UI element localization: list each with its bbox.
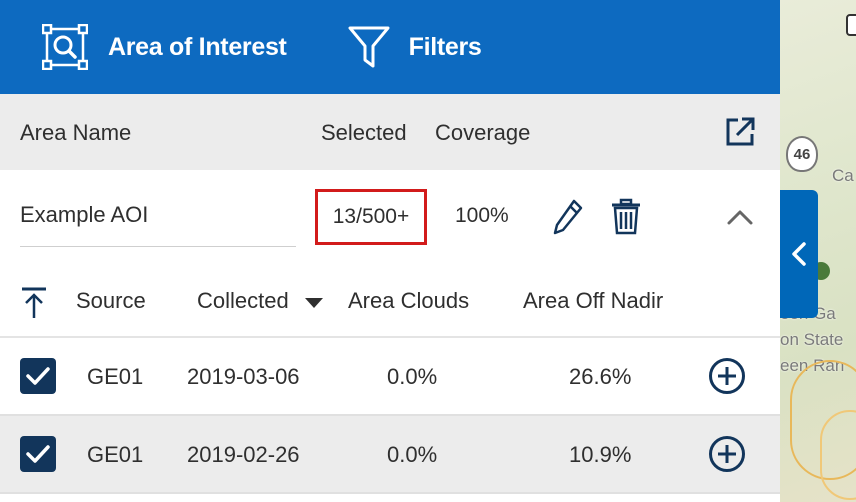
- column-coverage: Coverage: [435, 120, 531, 145]
- map-control-button[interactable]: [846, 14, 856, 36]
- highway-shield: 46: [786, 136, 818, 172]
- export-button[interactable]: [724, 116, 756, 154]
- area-of-interest-icon: [42, 24, 88, 70]
- row-divider: [0, 414, 780, 416]
- panel-header: Area of Interest Filters: [0, 0, 780, 94]
- add-to-order-button[interactable]: [708, 357, 746, 401]
- cell-clouds: 0.0%: [387, 442, 438, 467]
- column-selected: Selected: [321, 120, 407, 145]
- add-to-order-button[interactable]: [708, 435, 746, 479]
- column-area-off-nadir[interactable]: Area Off Nadir: [523, 288, 664, 313]
- tab-area-of-interest[interactable]: Area of Interest: [42, 24, 287, 70]
- edit-aoi-button[interactable]: [552, 198, 584, 241]
- tab-filters[interactable]: Filters: [347, 24, 482, 70]
- row-checkbox[interactable]: [20, 436, 56, 472]
- column-collected[interactable]: Collected: [197, 288, 289, 313]
- aoi-column-header: Area Name Selected Coverage: [0, 94, 780, 170]
- column-area-clouds[interactable]: Area Clouds: [348, 288, 470, 313]
- results-table-header: Source Collected Area Clouds Area Off Na…: [0, 262, 780, 338]
- cell-collected: 2019-02-26: [187, 442, 300, 467]
- plus-circle-icon: [709, 436, 745, 472]
- table-row[interactable]: GE01 2019-02-26 0.0% 10.9%: [0, 416, 780, 492]
- cell-off-nadir: 10.9%: [569, 442, 632, 467]
- scroll-to-top-button[interactable]: [20, 286, 48, 326]
- filter-icon: [348, 26, 390, 68]
- map-label: Ca: [832, 166, 854, 185]
- aoi-name: Example AOI: [20, 202, 149, 227]
- delete-aoi-button[interactable]: [610, 198, 642, 241]
- checkmark-icon: [26, 445, 50, 463]
- tab-label: Filters: [408, 32, 482, 61]
- chevron-up-icon: [727, 210, 753, 225]
- cell-clouds: 0.0%: [387, 364, 438, 389]
- aoi-panel: Area of Interest Filters Area Name Selec…: [0, 0, 780, 494]
- checkmark-icon: [26, 367, 50, 385]
- row-checkbox[interactable]: [20, 358, 56, 394]
- arrow-to-top-icon: [22, 287, 46, 318]
- coverage-value: 100%: [455, 204, 509, 227]
- selected-count: 13/500+: [315, 189, 427, 245]
- collapse-aoi-button[interactable]: [726, 208, 754, 231]
- table-row[interactable]: GE01 2019-03-06 0.0% 26.6%: [0, 338, 780, 414]
- chevron-left-icon: [792, 242, 806, 266]
- map-label: on State: [780, 330, 844, 349]
- cell-source: GE01: [87, 442, 144, 467]
- column-area-name: Area Name: [20, 120, 132, 145]
- row-divider: [0, 492, 780, 494]
- tab-label: Area of Interest: [108, 32, 287, 61]
- sort-descending-icon[interactable]: [304, 297, 324, 309]
- aoi-name-underline: [20, 246, 296, 247]
- trash-icon: [612, 198, 640, 235]
- aoi-row[interactable]: Example AOI 13/500+ 100%: [0, 170, 780, 262]
- column-source[interactable]: Source: [76, 288, 146, 313]
- pencil-icon: [553, 199, 583, 235]
- collapse-panel-button[interactable]: [780, 190, 818, 318]
- map-road: [820, 410, 856, 500]
- cell-source: GE01: [87, 364, 144, 389]
- plus-circle-icon: [709, 358, 745, 394]
- selected-count-value: 13/500+: [332, 205, 410, 228]
- cell-off-nadir: 26.6%: [569, 364, 632, 389]
- cell-collected: 2019-03-06: [187, 364, 300, 389]
- external-link-icon: [726, 117, 755, 146]
